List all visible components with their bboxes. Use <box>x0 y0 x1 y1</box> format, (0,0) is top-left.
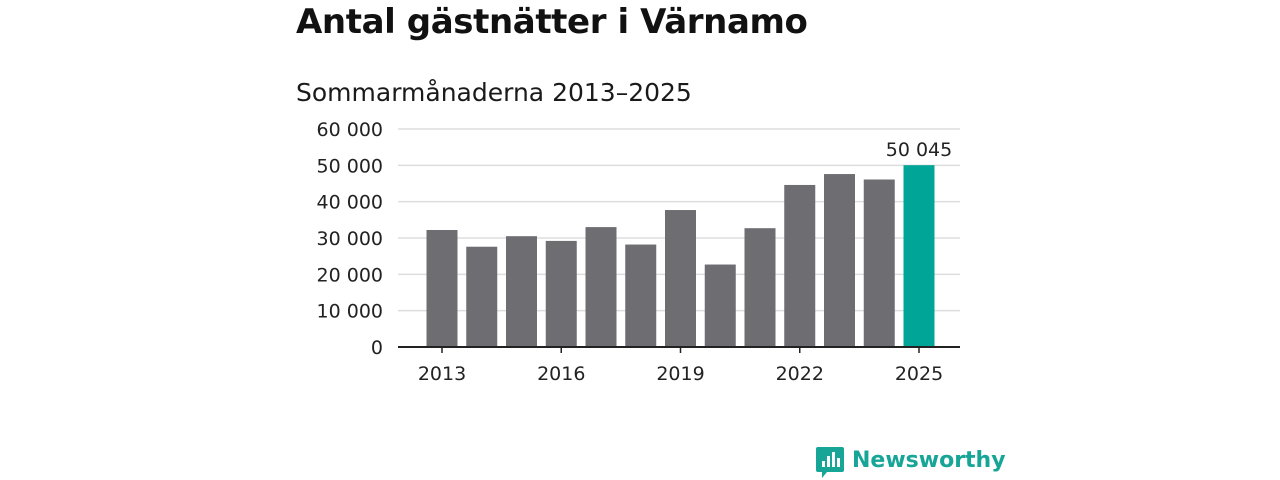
y-tick-label: 20 000 <box>317 264 383 286</box>
chart-title: Antal gästnätter i Värnamo <box>296 2 808 42</box>
y-tick-label: 40 000 <box>317 192 383 214</box>
bars <box>426 165 935 347</box>
brand-name: Newsworthy <box>852 448 1006 473</box>
bar <box>665 210 696 347</box>
bar <box>784 184 816 347</box>
newsworthy-logo-icon <box>816 447 844 478</box>
x-tick-label: 2019 <box>656 363 704 385</box>
y-tick-label: 0 <box>371 337 383 359</box>
bar <box>903 165 935 347</box>
bar <box>744 228 776 347</box>
bar <box>585 227 617 347</box>
bar <box>625 244 657 347</box>
x-tick-label: 2025 <box>895 363 943 385</box>
axes <box>398 346 960 353</box>
bar <box>545 240 577 347</box>
data-label: 50 045 <box>886 139 952 161</box>
bar <box>863 179 895 347</box>
bar-chart: 0 10 000 20 000 30 000 40 000 50 000 60 000 201… <box>317 119 960 385</box>
bar <box>824 174 855 347</box>
labels: 0 10 000 20 000 30 000 40 000 50 000 60 000 201… <box>317 119 953 385</box>
bar <box>506 236 537 347</box>
y-tick-label: 10 000 <box>317 301 383 323</box>
y-tick-label: 50 000 <box>317 155 383 177</box>
x-tick-label: 2022 <box>776 363 824 385</box>
bar <box>426 230 458 347</box>
y-tick-label: 60 000 <box>317 119 383 141</box>
x-tick-label: 2013 <box>418 363 466 385</box>
chart-subtitle: Sommarmånaderna 2013–2025 <box>296 78 692 107</box>
y-tick-label: 30 000 <box>317 228 383 250</box>
x-tick-label: 2016 <box>537 363 585 385</box>
bar <box>704 264 736 347</box>
bar <box>466 246 498 347</box>
